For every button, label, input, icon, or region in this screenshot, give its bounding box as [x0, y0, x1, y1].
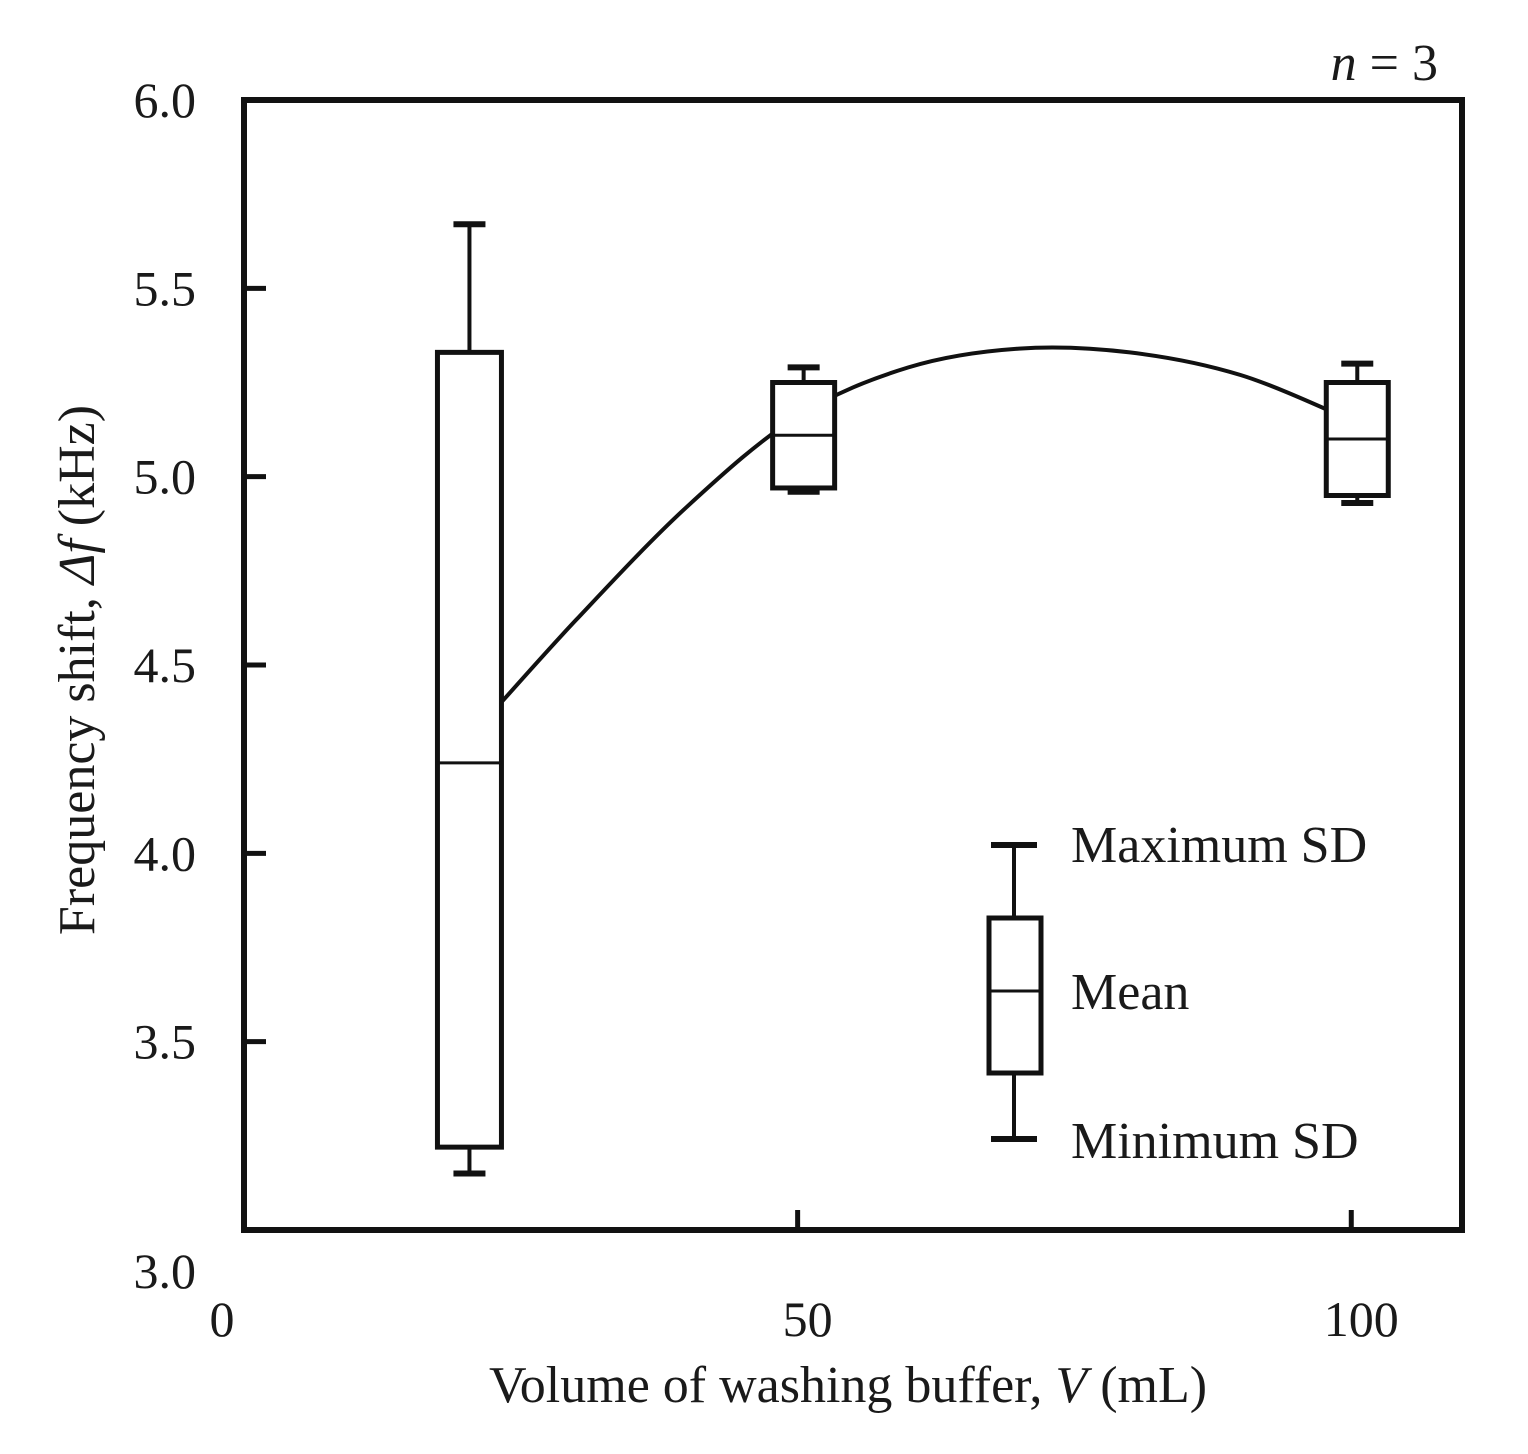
- sample-size-annotation: n = 3: [1331, 35, 1438, 92]
- y-axis-title: Frequency shift, Δf (kHz): [49, 405, 106, 935]
- y-tick-label: 5.5: [134, 260, 197, 316]
- y-tick-label: 4.0: [134, 825, 197, 881]
- x-tick-label: 50: [783, 1291, 833, 1347]
- legend-label-max: Maximum SD: [1071, 817, 1367, 874]
- plot-area: 3.0 3.5 4.0 4.5 5.0 5.5 6.0 0 50 100: [134, 72, 1465, 1347]
- y-tick-label: 5.0: [134, 449, 197, 505]
- legend-label-min: Minimum SD: [1071, 1113, 1359, 1170]
- x-tick-label: 100: [1324, 1291, 1399, 1347]
- x-axis-title: Volume of washing buffer, V (mL): [489, 1357, 1207, 1414]
- legend: Maximum SD Mean Minimum SD: [986, 817, 1367, 1170]
- legend-box: [986, 915, 1044, 1076]
- legend-label-mean: Mean: [1071, 964, 1189, 1021]
- y-tick-label: 4.5: [134, 637, 197, 693]
- fit-curve: [486, 345, 1353, 720]
- x-tick-label: 0: [210, 1291, 235, 1347]
- y-tick-label: 3.5: [134, 1014, 197, 1070]
- box: [434, 349, 504, 1150]
- plot-frame: [241, 97, 1465, 1233]
- y-tick-label: 6.0: [134, 72, 197, 128]
- y-tick-label: 3.0: [134, 1243, 197, 1299]
